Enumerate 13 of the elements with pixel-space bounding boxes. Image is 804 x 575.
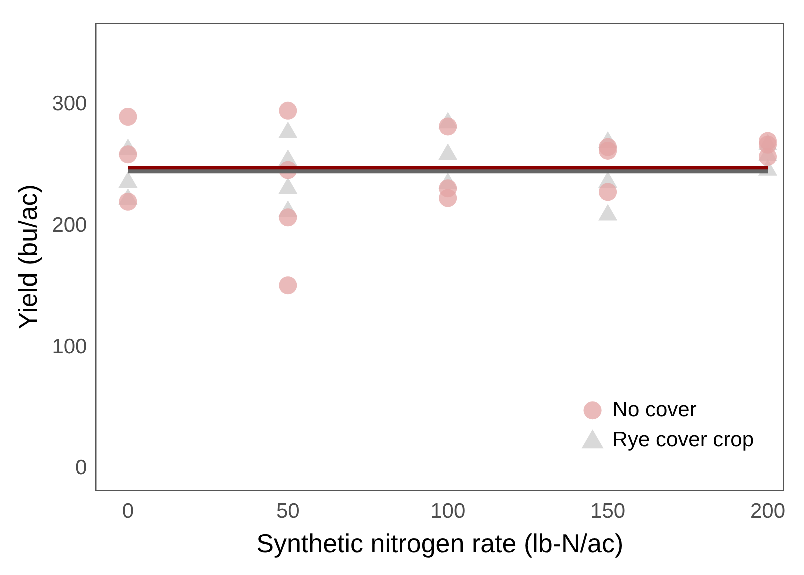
x-tick-label: 0 [122, 500, 134, 523]
x-tick-label: 200 [750, 500, 786, 523]
x-axis-title: Synthetic nitrogen rate (lb-N/ac) [256, 528, 624, 559]
y-tick-label: 200 [52, 214, 88, 237]
y-tick-label: 300 [52, 92, 88, 116]
legend-label: Rye cover crop [612, 428, 754, 452]
y-axis-title: Yield (bu/ac) [12, 184, 43, 330]
x-tick-label: 50 [276, 500, 300, 523]
x-tick-label: 100 [430, 500, 466, 523]
y-tick-label: 100 [52, 335, 88, 358]
y-tick-label: 0 [76, 456, 88, 480]
x-tick-label: 150 [590, 500, 626, 523]
legend-label: No cover [612, 398, 697, 422]
